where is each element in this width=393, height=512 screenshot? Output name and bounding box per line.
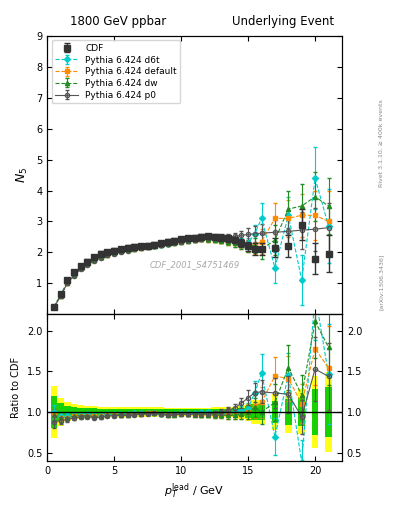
Bar (258, 404, 265, 420)
Bar (245, 407, 252, 417)
Bar (144, 407, 151, 417)
Bar (71, 404, 77, 420)
Bar (198, 410, 205, 415)
Bar (151, 409, 158, 415)
Bar (285, 399, 292, 425)
Bar (124, 407, 131, 417)
Bar (77, 408, 84, 416)
Bar (178, 409, 184, 415)
Bar (97, 409, 104, 415)
Bar (225, 407, 231, 417)
Bar (91, 407, 97, 418)
Bar (171, 409, 178, 415)
Bar (238, 405, 245, 419)
Text: Underlying Event: Underlying Event (232, 15, 334, 28)
Bar (312, 389, 318, 435)
Bar (238, 408, 245, 416)
Bar (104, 409, 111, 415)
Bar (97, 407, 104, 417)
X-axis label: $p_T^\mathrm{lead}$ / GeV: $p_T^\mathrm{lead}$ / GeV (164, 481, 225, 501)
Bar (158, 408, 164, 416)
Bar (124, 409, 131, 415)
Bar (164, 409, 171, 415)
Bar (231, 407, 238, 417)
Y-axis label: $N_5$: $N_5$ (15, 167, 31, 183)
Bar (298, 390, 305, 434)
Bar (231, 409, 238, 415)
Bar (164, 408, 171, 416)
Bar (218, 407, 225, 417)
Bar (205, 408, 211, 416)
Bar (211, 409, 218, 415)
Bar (151, 408, 158, 417)
Bar (91, 409, 97, 415)
Bar (252, 399, 258, 424)
Bar (131, 409, 138, 415)
Bar (252, 404, 258, 420)
Bar (111, 407, 118, 417)
Bar (205, 410, 211, 415)
Bar (325, 372, 332, 452)
Bar (118, 407, 124, 417)
Bar (111, 409, 118, 415)
Bar (138, 409, 144, 415)
Bar (312, 376, 318, 448)
Bar (184, 409, 191, 415)
Bar (211, 407, 218, 417)
Bar (191, 409, 198, 415)
Bar (84, 406, 91, 418)
Bar (138, 407, 144, 417)
Legend: CDF, Pythia 6.424 d6t, Pythia 6.424 default, Pythia 6.424 dw, Pythia 6.424 p0: CDF, Pythia 6.424 d6t, Pythia 6.424 defa… (51, 40, 180, 103)
Bar (118, 409, 124, 415)
Text: 1800 GeV ppbar: 1800 GeV ppbar (70, 15, 166, 28)
Bar (218, 409, 225, 415)
Bar (171, 408, 178, 416)
Text: CDF_2001_S4751469: CDF_2001_S4751469 (149, 260, 240, 269)
Text: Rivet 3.1.10, ≥ 400k events: Rivet 3.1.10, ≥ 400k events (379, 99, 384, 187)
Bar (225, 409, 231, 415)
Bar (131, 407, 138, 417)
Bar (51, 386, 57, 438)
Bar (64, 406, 71, 418)
Bar (272, 394, 278, 430)
Bar (178, 408, 184, 416)
Bar (71, 407, 77, 417)
Bar (144, 409, 151, 415)
Bar (84, 408, 91, 416)
Bar (64, 402, 71, 421)
Bar (184, 408, 191, 416)
Bar (191, 408, 198, 416)
Bar (57, 403, 64, 421)
Bar (298, 398, 305, 426)
Bar (104, 407, 111, 417)
Bar (198, 408, 205, 416)
Bar (245, 403, 252, 421)
Bar (51, 396, 57, 428)
Bar (325, 387, 332, 437)
Bar (285, 391, 292, 433)
Text: [arXiv:1306.3436]: [arXiv:1306.3436] (379, 253, 384, 310)
Bar (77, 405, 84, 419)
Y-axis label: Ratio to CDF: Ratio to CDF (11, 357, 21, 418)
Bar (272, 400, 278, 423)
Bar (258, 399, 265, 424)
Bar (57, 398, 64, 426)
Bar (158, 409, 164, 415)
